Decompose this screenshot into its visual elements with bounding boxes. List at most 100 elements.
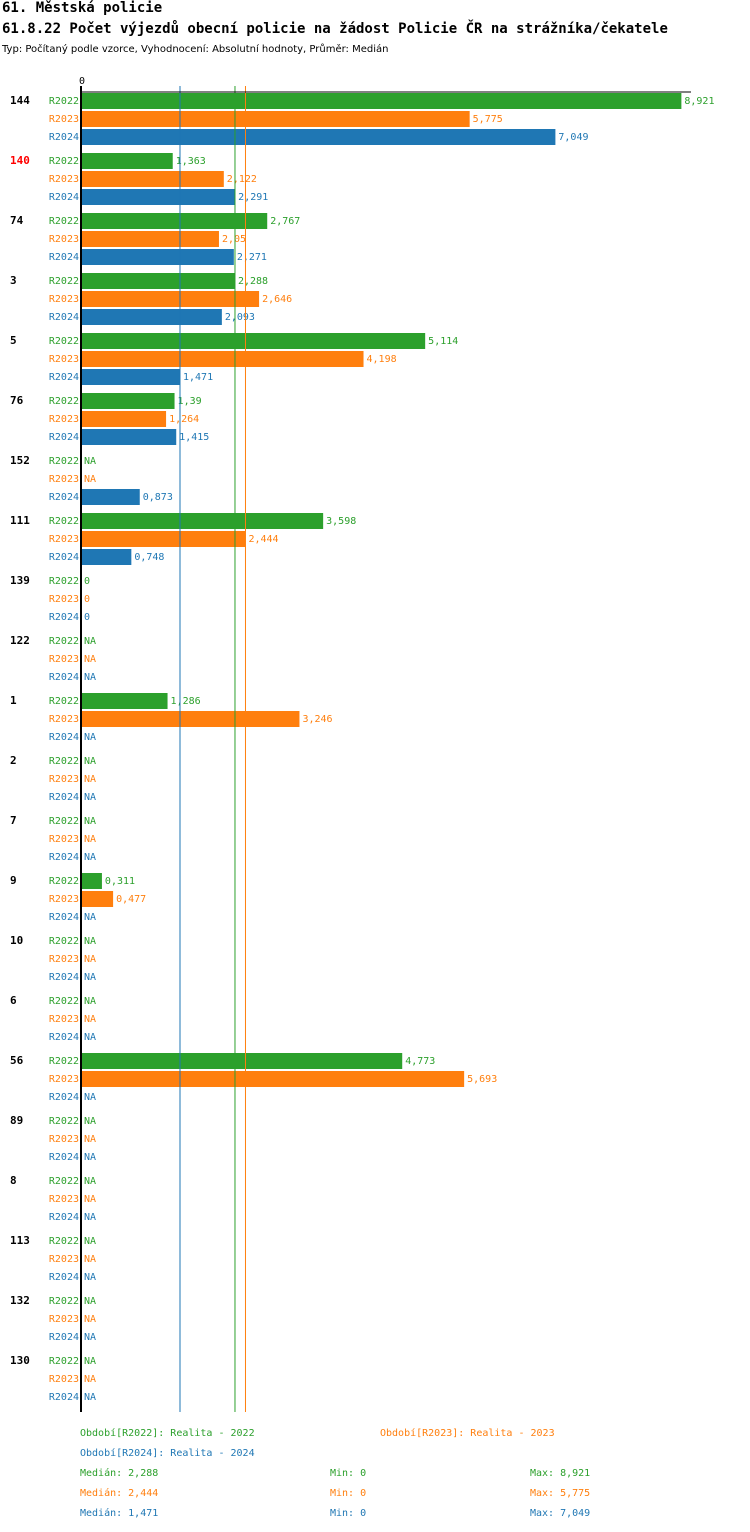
data-label: NA xyxy=(84,774,96,785)
legend-median-r2024: Medián: 1,471 xyxy=(80,1508,159,1519)
data-label: 0 xyxy=(84,594,90,605)
data-label: NA xyxy=(84,936,96,947)
series-label: R2023 xyxy=(49,534,79,545)
legend-min-r2022: Min: 0 xyxy=(330,1468,367,1479)
bar xyxy=(81,171,224,187)
data-label: NA xyxy=(84,654,96,665)
data-label: NA xyxy=(84,732,96,743)
series-label: R2024 xyxy=(49,492,79,503)
series-label: R2023 xyxy=(49,1014,79,1025)
data-label: 2,288 xyxy=(238,276,268,287)
legend-median-r2023: Medián: 2,444 xyxy=(80,1488,159,1499)
bar xyxy=(81,231,219,247)
series-label: R2022 xyxy=(49,1296,79,1307)
bar xyxy=(81,393,175,409)
legend-max-r2022: Max: 8,921 xyxy=(530,1468,591,1479)
data-label: 5,114 xyxy=(428,336,458,347)
data-label: 2,05 xyxy=(222,234,246,245)
series-label: R2023 xyxy=(49,174,79,185)
series-label: R2023 xyxy=(49,294,79,305)
data-label: 2,093 xyxy=(225,312,255,323)
data-label: NA xyxy=(84,1194,96,1205)
series-label: R2022 xyxy=(49,996,79,1007)
data-label: 0,311 xyxy=(105,876,135,887)
bar xyxy=(81,711,300,727)
series-label: R2022 xyxy=(49,96,79,107)
data-label: 2,646 xyxy=(262,294,292,305)
category-label: 5 xyxy=(10,334,17,347)
series-label: R2022 xyxy=(49,336,79,347)
data-label: NA xyxy=(84,1152,96,1163)
bar xyxy=(81,873,102,889)
data-label: NA xyxy=(84,1272,96,1283)
series-label: R2024 xyxy=(49,432,79,443)
bar xyxy=(81,291,260,307)
data-label: 2,122 xyxy=(227,174,257,185)
series-label: R2022 xyxy=(49,936,79,947)
bar xyxy=(81,129,556,145)
chart-title: 61. Městská policie xyxy=(2,0,163,16)
data-label: NA xyxy=(84,1134,96,1145)
category-label: 111 xyxy=(10,514,30,527)
series-label: R2022 xyxy=(49,816,79,827)
series-label: R2023 xyxy=(49,654,79,665)
data-label: NA xyxy=(84,1236,96,1247)
data-label: NA xyxy=(84,756,96,767)
series-label: R2024 xyxy=(49,1092,79,1103)
data-label: NA xyxy=(84,834,96,845)
legend-median-r2022: Medián: 2,288 xyxy=(80,1468,159,1479)
bar xyxy=(81,153,173,169)
category-label: 8 xyxy=(10,1174,17,1187)
series-label: R2024 xyxy=(49,612,79,623)
category-label: 144 xyxy=(10,94,30,107)
series-label: R2022 xyxy=(49,1236,79,1247)
series-label: R2022 xyxy=(49,696,79,707)
category-label: 152 xyxy=(10,454,30,467)
data-label: 5,775 xyxy=(473,114,503,125)
data-label: NA xyxy=(84,1392,96,1403)
data-label: 8,921 xyxy=(684,96,714,107)
legend-min-r2024: Min: 0 xyxy=(330,1508,367,1519)
data-label: NA xyxy=(84,996,96,1007)
data-label: 0,748 xyxy=(134,552,164,563)
series-label: R2024 xyxy=(49,732,79,743)
series-label: R2022 xyxy=(49,1116,79,1127)
category-label: 140 xyxy=(10,154,30,167)
category-label: 56 xyxy=(10,1054,24,1067)
series-label: R2024 xyxy=(49,132,79,143)
category-label: 10 xyxy=(10,934,23,947)
bar xyxy=(81,513,324,529)
bar xyxy=(81,1053,403,1069)
series-label: R2024 xyxy=(49,312,79,323)
category-label: 74 xyxy=(10,214,24,227)
category-label: 132 xyxy=(10,1294,30,1307)
bar xyxy=(81,111,470,127)
bar xyxy=(81,333,426,349)
series-label: R2023 xyxy=(49,954,79,965)
data-label: NA xyxy=(84,1356,96,1367)
category-label: 7 xyxy=(10,814,17,827)
data-label: 1,415 xyxy=(179,432,209,443)
series-label: R2022 xyxy=(49,276,79,287)
series-label: R2022 xyxy=(49,636,79,647)
axis-zero-label: 0 xyxy=(79,76,85,87)
data-label: 3,598 xyxy=(326,516,356,527)
category-label: 1 xyxy=(10,694,17,707)
series-label: R2023 xyxy=(49,1374,79,1385)
data-label: NA xyxy=(84,972,96,983)
bar xyxy=(81,531,246,547)
bar xyxy=(81,189,236,205)
series-label: R2023 xyxy=(49,834,79,845)
data-label: 7,049 xyxy=(558,132,588,143)
legend-max-r2023: Max: 5,775 xyxy=(530,1488,591,1499)
data-label: 2,271 xyxy=(237,252,267,263)
data-label: NA xyxy=(84,636,96,647)
bar-chart: 0 144 R2022 8,921 R2023 5,775 R2024 7,049 140 R20… xyxy=(10,76,714,1412)
data-label: 0,477 xyxy=(116,894,146,905)
category-label: 139 xyxy=(10,574,30,587)
chart-subtitle: 61.8.22 Počet výjezdů obecní policie na … xyxy=(2,21,668,37)
series-label: R2023 xyxy=(49,1254,79,1265)
series-label: R2022 xyxy=(49,216,79,227)
data-label: 2,291 xyxy=(238,192,268,203)
series-label: R2022 xyxy=(49,516,79,527)
